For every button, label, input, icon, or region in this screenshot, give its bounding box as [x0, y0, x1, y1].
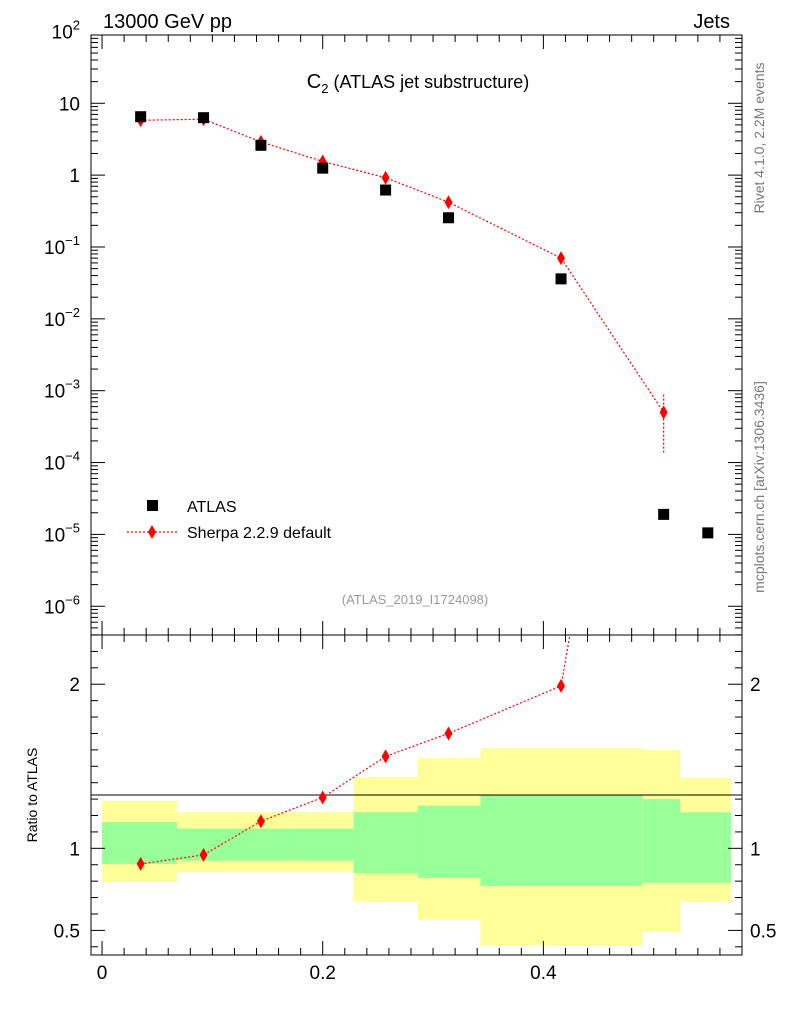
ratio-sherpa-series [136, 634, 571, 871]
ratio-inner-band [177, 828, 290, 861]
legend-atlas-label: ATLAS [187, 499, 237, 516]
rivet-version-label: Rivet 4.1.0, 2.2M events [751, 63, 767, 214]
atlas-series [135, 111, 714, 539]
sherpa-series [136, 112, 668, 455]
sherpa-line [140, 118, 665, 413]
legend: ATLAS Sherpa 2.2.9 default [127, 499, 332, 542]
main-y-tick-label: 10−2 [44, 305, 80, 331]
ratio-inner-band [353, 812, 418, 873]
main-y-tick-label: 10−5 [44, 520, 80, 546]
main-y-tick-label: 10−1 [44, 233, 80, 259]
ratio-panel: 0.5 0.5 1 1 2 2 0 0.2 0.4 Ratio to ATLAS [24, 634, 777, 984]
atlas-point [198, 112, 210, 124]
legend-sherpa-marker [148, 525, 156, 539]
ratio-point [136, 856, 145, 871]
ratio-plot-frame [90, 634, 743, 956]
main-y-tick-label: 1 [69, 166, 80, 187]
plot-title: C2 (ATLAS jet substructure) [307, 71, 529, 96]
legend-sherpa-label: Sherpa 2.2.9 default [187, 525, 332, 542]
ratio-y-tick-label-right: 1 [750, 839, 761, 860]
atlas-point [658, 508, 670, 520]
ratio-uncertainty-bands [102, 748, 731, 946]
main-plot-frame [90, 34, 743, 636]
ratio-point [444, 726, 453, 741]
sherpa-point [659, 405, 668, 420]
atlas-point [442, 212, 454, 224]
ratio-x-tick-label: 0 [97, 963, 108, 984]
ratio-inner-band [680, 812, 731, 883]
ratio-y-tick-label-right: 2 [750, 675, 761, 696]
atlas-point [317, 162, 329, 174]
atlas-point [555, 273, 567, 285]
mcplots-label: mcplots.cern.ch [arXiv:1306.3436] [751, 381, 767, 593]
atlas-point [135, 111, 147, 123]
sherpa-point [381, 170, 390, 185]
ratio-point [318, 790, 327, 805]
atlas-point [702, 527, 714, 539]
header-energy-label: 13000 GeV pp [103, 11, 232, 33]
header-process-label: Jets [693, 11, 730, 33]
main-y-tick-label: 102 [52, 17, 80, 43]
ratio-y-tick-label-left: 2 [69, 675, 80, 696]
main-panel: 102 10 1 10−1 10−2 10−3 10−4 10−5 10−6 C2 (ATLAS… [44, 17, 743, 636]
main-y-tick-label: 10−3 [44, 377, 80, 403]
atlas-point [255, 139, 267, 151]
ratio-point [381, 749, 390, 764]
ratio-x-tick-label: 0.4 [530, 963, 557, 984]
ratio-point [256, 814, 265, 829]
ratio-y-tick-label-right: 0.5 [750, 921, 776, 942]
main-y-tick-label: 10 [59, 94, 80, 115]
ratio-inner-band [102, 822, 178, 864]
ratio-line [140, 634, 571, 865]
main-axis-ticks [91, 35, 742, 636]
ratio-point [199, 847, 208, 862]
ratio-inner-band [417, 805, 481, 878]
ratio-axis-ticks [91, 635, 742, 955]
main-y-tick-labels: 102 10 1 10−1 10−2 10−3 10−4 10−5 10−6 [44, 17, 80, 618]
sherpa-point [444, 195, 453, 210]
sherpa-point [557, 251, 566, 266]
main-y-tick-label: 10−6 [44, 592, 80, 618]
analysis-id-label: (ATLAS_2019_I1724098) [342, 592, 488, 607]
legend-atlas-marker [147, 500, 158, 511]
ratio-x-tick-label: 0.2 [310, 963, 336, 984]
ratio-inner-band [480, 795, 643, 887]
ratio-inner-band [289, 828, 354, 861]
atlas-point [380, 184, 392, 196]
ratio-y-tick-label-left: 1 [69, 839, 80, 860]
ratio-inner-band [642, 799, 681, 883]
main-y-tick-label: 10−4 [44, 449, 80, 475]
ratio-y-tick-label-left: 0.5 [54, 921, 80, 942]
ratio-y-axis-label: Ratio to ATLAS [24, 748, 40, 843]
ratio-tick-labels: 0.5 0.5 1 1 2 2 0 0.2 0.4 [54, 675, 777, 984]
ratio-point [557, 678, 566, 693]
